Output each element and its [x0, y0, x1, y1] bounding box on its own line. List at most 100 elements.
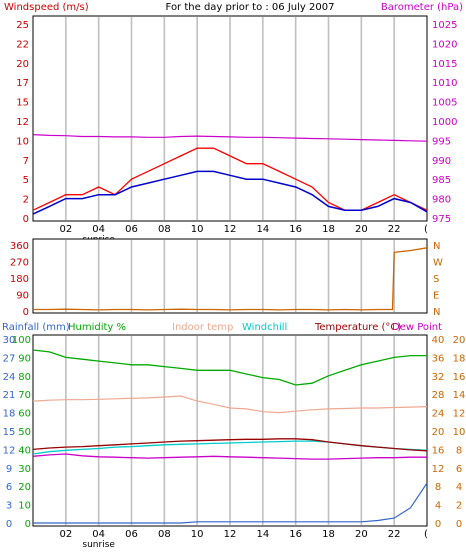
x-tick-label: 14: [256, 224, 269, 235]
series-line-rainfall: [33, 482, 428, 524]
x-tick-label: 02: [59, 224, 72, 235]
temperature-tick-label: 36: [432, 353, 445, 364]
windspeed-tick-label: 10: [16, 136, 29, 147]
barometer-tick-label: 985: [432, 175, 451, 186]
chart-title: For the day prior to : 06 July 2007: [166, 2, 335, 13]
x-tick-label: 12: [224, 529, 237, 540]
x-tick-label: 08: [158, 529, 171, 540]
x-tick-label: 10: [191, 224, 204, 235]
windspeed-tick-label: 20: [16, 59, 29, 70]
rainfall-tick-label: 6: [6, 482, 12, 493]
humidity-tick-label: 80: [18, 372, 31, 383]
x-tick-label: 14: [256, 529, 269, 540]
series-line-barometer: [32, 134, 428, 142]
x-tick-label: 04: [92, 529, 105, 540]
x-tick-label: 16: [289, 529, 302, 540]
dewpoint-tick-label: 6: [456, 464, 462, 475]
dewpoint-tick-label: 18: [453, 353, 466, 364]
series-line-temperature: [32, 438, 428, 452]
series-line-indoor-temp: [32, 395, 428, 414]
rainfall-tick-label: 12: [3, 445, 16, 456]
wind-barometer-panel: 0204060810121416182022sunrise(0257101215…: [16, 15, 457, 245]
barometer-tick-label: 1010: [432, 78, 457, 89]
windspeed-tick-label: 22: [16, 39, 29, 50]
rainfall-tick-label: 9: [6, 464, 12, 475]
rainfall-tick-label: 18: [3, 409, 16, 420]
dewpoint-tick-label: 16: [453, 372, 466, 383]
rainfall-tick-label: 3: [6, 501, 12, 512]
series-line-dewpoint: [32, 453, 427, 460]
barometer-tick-label: 980: [432, 195, 451, 206]
direction-tick-label: 360: [10, 241, 29, 252]
dewpoint-tick-label: 14: [453, 390, 466, 401]
temperature-tick-label: 4: [435, 501, 441, 512]
direction-tick-label: 270: [10, 258, 29, 269]
x-tick-label: 04: [92, 224, 105, 235]
dewpoint-tick-label: 12: [453, 409, 466, 420]
dewpoint-tick-label: 2: [456, 501, 462, 512]
humidity-tick-label: 40: [18, 445, 31, 456]
temperature-axis-title: Temperature (°C): [314, 322, 401, 333]
x-tick-label: 18: [322, 224, 335, 235]
humidity-tick-label: 10: [18, 501, 31, 512]
humidity-tick-label: 90: [18, 353, 31, 364]
barometer-tick-label: 990: [432, 156, 451, 167]
barometer-tick-label: 1025: [432, 20, 457, 31]
temperature-tick-label: 8: [435, 482, 441, 493]
humidity-tick-label: 60: [18, 409, 31, 420]
windspeed-tick-label: 7: [23, 156, 29, 167]
x-tick-label: 08: [158, 224, 171, 235]
dewpoint-tick-label: 0: [456, 519, 462, 530]
barometer-tick-label: 1000: [432, 117, 457, 128]
windspeed-axis-title: Windspeed (m/s): [4, 2, 89, 13]
barometer-tick-label: 995: [432, 136, 451, 147]
barometer-tick-label: 1005: [432, 98, 457, 109]
dewpoint-tick-label: 20: [453, 335, 466, 346]
dewpoint-axis-title: Dew Point: [392, 322, 442, 333]
windspeed-tick-label: 12: [16, 117, 29, 128]
x-tick-label: 06: [125, 224, 138, 235]
temperature-tick-label: 12: [432, 464, 445, 475]
humidity-tick-label: 50: [18, 427, 31, 438]
direction-compass-label: S: [433, 274, 439, 285]
windchill-legend: Windchill: [242, 322, 287, 333]
windspeed-tick-label: 0: [23, 214, 29, 225]
direction-compass-label: N: [433, 241, 440, 252]
temperature-tick-label: 16: [432, 445, 445, 456]
x-tick-label: 20: [355, 529, 368, 540]
windspeed-tick-label: 17: [16, 78, 29, 89]
temperature-tick-label: 0: [435, 519, 441, 530]
barometer-tick-label: 1020: [432, 39, 457, 50]
indoor-temp-legend: Indoor temp: [172, 322, 233, 333]
x-tick-label: 10: [191, 529, 204, 540]
dewpoint-tick-label: 4: [456, 482, 462, 493]
humidity-tick-label: 70: [18, 390, 31, 401]
direction-tick-label: 180: [10, 274, 29, 285]
humidity-axis-title: Humidity %: [68, 322, 126, 333]
windspeed-tick-label: 25: [16, 20, 29, 31]
temperature-tick-label: 20: [432, 427, 445, 438]
series-line-humidity: [32, 349, 427, 386]
humidity-tick-label: 30: [18, 464, 31, 475]
rainfall-tick-label: 15: [3, 427, 16, 438]
rainfall-tick-label: 21: [3, 390, 16, 401]
series-line-windspeed-avg: [32, 170, 428, 215]
series-line-direction: [33, 247, 428, 311]
direction-tick-label: 0: [23, 307, 29, 318]
direction-compass-label: N: [433, 307, 440, 318]
direction-tick-label: 90: [16, 291, 29, 302]
humidity-tick-label: 0: [25, 519, 31, 530]
windspeed-tick-label: 2: [23, 195, 29, 206]
x-tick-label: 06: [125, 529, 138, 540]
rainfall-tick-label: 30: [3, 335, 16, 346]
direction-compass-label: W: [433, 258, 443, 269]
humidity-tick-label: 20: [18, 482, 31, 493]
direction-compass-label: E: [433, 291, 439, 302]
rainfall-tick-label: 24: [3, 372, 16, 383]
x-tick-label: 22: [388, 529, 401, 540]
rainfall-tick-label: 27: [3, 353, 16, 364]
temperature-tick-label: 28: [432, 390, 445, 401]
barometer-axis-title: Barometer (hPa): [381, 2, 463, 13]
